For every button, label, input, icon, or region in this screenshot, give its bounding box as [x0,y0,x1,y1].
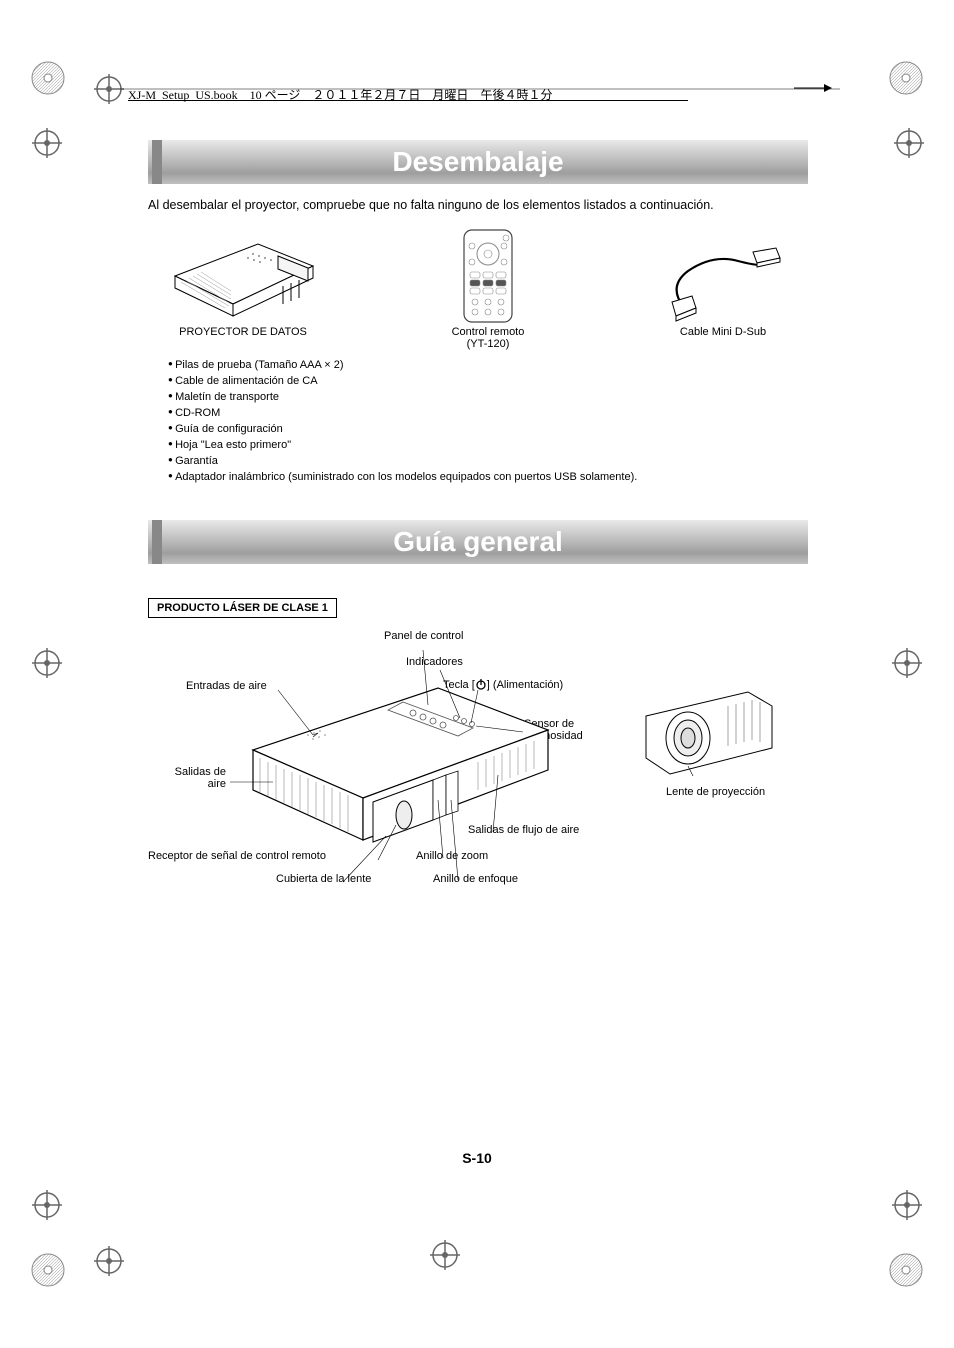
regmark-right-upper [894,128,924,158]
bullet-item: Garantía [168,454,808,470]
projector-illustration [148,226,338,326]
item-remote: Control remoto (YT-120) [418,226,558,350]
regmark-bottom-right-outer [888,1252,924,1288]
bullet-item: Pilas de prueba (Tamaño AAA × 2) [168,358,808,374]
crop-top-arrow [794,78,834,98]
bullet-list: Pilas de prueba (Tamaño AAA × 2) Cable d… [168,358,808,486]
projector-caption: PROYECTOR DE DATOS [148,326,338,338]
intro-text: Al desembalar el proyector, compruebe qu… [148,198,808,212]
guide-diagram-area: Panel de control Indicadores Tecla [] (A… [148,628,808,948]
bullet-item: Hoja "Lea esto primero" [168,438,808,454]
regmark-left-lower [32,1190,62,1220]
bullet-item: CD-ROM [168,406,808,422]
heading-desembalaje: Desembalaje [148,140,808,184]
remote-illustration [418,226,558,326]
bullet-item: Cable de alimentación de CA [168,374,808,390]
item-projector: PROYECTOR DE DATOS [148,226,338,338]
regmark-top-left-outer [30,60,66,96]
items-row: PROYECTOR DE DATOS [148,226,808,350]
cable-caption: Cable Mini D-Sub [638,326,808,338]
item-cable: Cable Mini D-Sub [638,226,808,338]
heading-guia-text: Guía general [393,526,563,557]
heading-desembalaje-text: Desembalaje [392,146,563,177]
page-number: S-10 [0,1150,954,1166]
remote-sub: (YT-120) [418,338,558,350]
regmark-bottom-left-outer [30,1252,66,1288]
label-lente: Lente de proyección [666,786,765,798]
regmark-top-right-outer [888,60,924,96]
bullet-item: Maletín de transporte [168,390,808,406]
projector-guide-illustration [178,640,638,900]
regmark-bottom-center [430,1240,460,1270]
remote-caption: Control remoto [418,326,558,338]
bullet-item: Guía de configuración [168,422,808,438]
lens-front-illustration [638,686,778,776]
regmark-left-upper [32,128,62,158]
cable-illustration [638,226,808,326]
heading-guia: Guía general [148,520,808,564]
regmark-right-mid [892,648,922,678]
laser-class-box: PRODUCTO LÁSER DE CLASE 1 [148,598,337,618]
regmark-bottom-left-inner [94,1246,124,1276]
bullet-item: Adaptador inalámbrico (suministrado con … [168,470,808,486]
regmark-right-lower [892,1190,922,1220]
header-underline [128,100,688,101]
regmark-left-mid [32,648,62,678]
